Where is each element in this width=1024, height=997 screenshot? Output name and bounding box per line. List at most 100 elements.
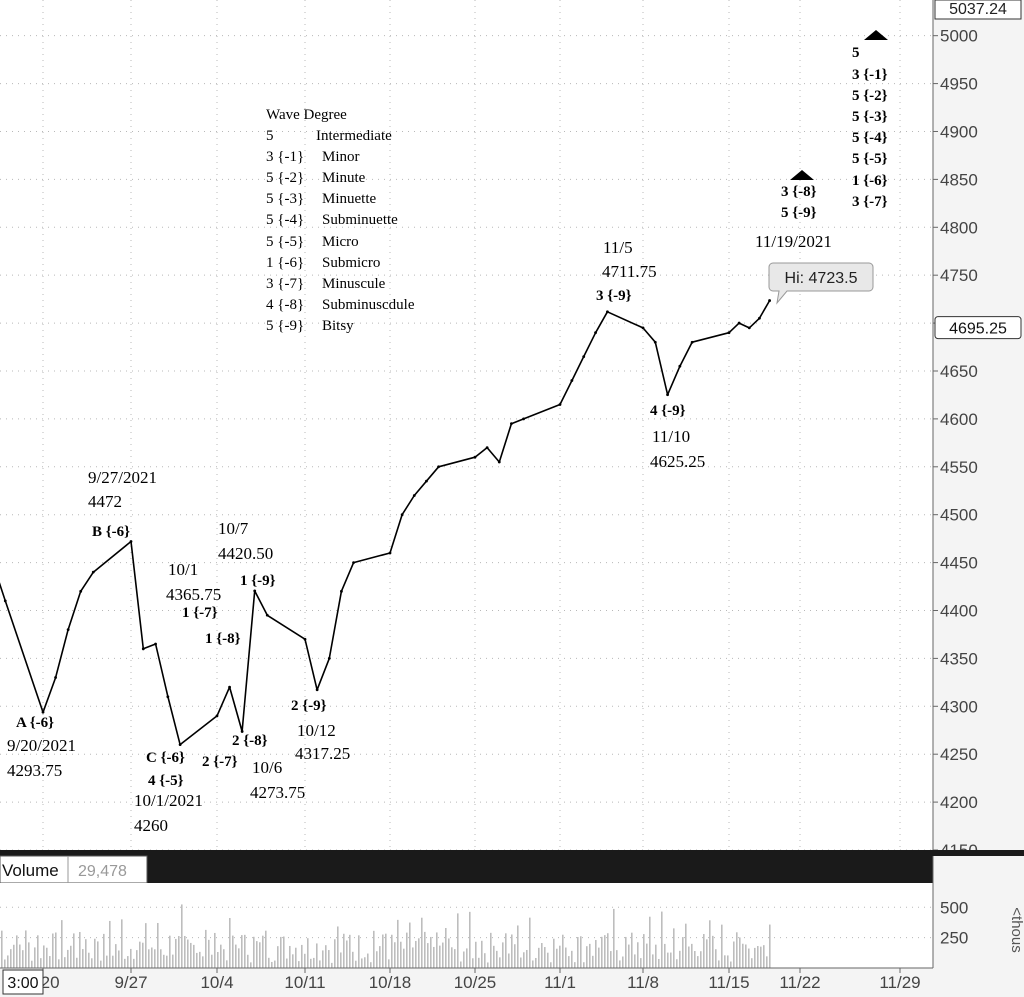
panel-separator: [0, 850, 1024, 856]
volume-bar: [508, 953, 510, 968]
volume-bar: [211, 954, 213, 968]
volume-bar: [568, 956, 570, 968]
volume-bar: [625, 936, 627, 968]
volume-bar: [460, 961, 462, 968]
volume-bar: [631, 932, 633, 968]
volume-bar: [316, 943, 318, 968]
volume-bar: [391, 934, 393, 968]
price-tick-label: 4200: [940, 793, 978, 812]
price-tick-label: 4500: [940, 506, 978, 525]
date-tick-label: 11/29: [879, 973, 920, 992]
volume-bar: [379, 946, 381, 968]
volume-bar: [94, 938, 96, 968]
volume-bar: [667, 952, 669, 968]
volume-bar: [205, 929, 207, 968]
price-point: [129, 540, 133, 543]
annotation: 5 {-9}: [781, 205, 817, 221]
price-point: [678, 364, 682, 368]
volume-bar: [106, 955, 108, 968]
price-point: [582, 355, 586, 359]
volume-bar: [292, 954, 294, 968]
price-point: [425, 479, 428, 483]
volume-bar: [655, 944, 657, 968]
volume-bar: [253, 936, 255, 968]
volume-bar: [100, 960, 102, 968]
volume-bar: [499, 957, 501, 968]
annotation: 11/19/2021: [755, 232, 832, 251]
volume-bar: [67, 949, 69, 968]
price-point: [154, 642, 157, 646]
volume-bar: [334, 939, 336, 968]
volume-bar: [52, 933, 54, 968]
volume-bar: [481, 940, 483, 968]
volume-bar: [670, 952, 672, 968]
price-tick-label: 4450: [940, 554, 978, 573]
volume-bar: [517, 925, 519, 968]
price-point: [315, 688, 319, 692]
volume-bar: [250, 962, 252, 968]
volume-bar: [88, 952, 90, 968]
volume-bar: [454, 949, 456, 968]
volume-bar: [604, 935, 606, 968]
projection-triangle-top: [864, 30, 888, 40]
last-price-tag-text: 4695.25: [949, 321, 1007, 338]
volume-bar: [607, 933, 609, 968]
price-point: [352, 561, 355, 564]
volume-bar: [196, 952, 198, 968]
price-point: [3, 599, 7, 603]
volume-bar: [661, 911, 663, 968]
legend-title: Wave Degree: [266, 107, 347, 123]
price-point: [54, 676, 57, 679]
volume-bar: [382, 934, 384, 968]
price-point: [340, 589, 343, 593]
volume-bar: [160, 949, 162, 968]
annotation: 1 {-9}: [240, 573, 276, 589]
volume-bar: [691, 943, 693, 968]
price-point: [510, 422, 513, 426]
volume-bar: [112, 955, 114, 968]
legend-name: Micro: [322, 234, 359, 250]
date-tick-label: 11/8: [627, 973, 659, 992]
legend-count: 3 {-1}: [266, 149, 304, 165]
volume-bar: [133, 958, 135, 968]
volume-bar: [46, 947, 48, 968]
price-line: [0, 300, 771, 746]
volume-bar: [547, 952, 549, 968]
volume-bar: [718, 960, 720, 968]
price-point: [91, 570, 95, 574]
volume-bar: [199, 951, 201, 968]
annotation: 10/1/2021: [134, 791, 203, 810]
volume-bar: [130, 948, 132, 968]
volume-bar: [397, 919, 399, 968]
volume-bar: [340, 952, 342, 968]
volume-bar: [346, 940, 348, 968]
volume-bar: [403, 948, 405, 968]
price-point: [758, 316, 761, 320]
volume-bar: [640, 958, 642, 968]
volume-bar: [97, 941, 99, 968]
date-tick-label: 10/4: [200, 973, 233, 992]
volume-bar: [613, 908, 615, 968]
volume-bar: [490, 932, 492, 968]
volume-bar: [28, 942, 30, 968]
volume-axis-panel: [933, 856, 1024, 968]
legend-name: Subminuette: [322, 212, 398, 228]
annotation: 9/27/2021: [88, 468, 157, 487]
volume-bar: [520, 957, 522, 968]
price-tick-label: 4550: [940, 458, 978, 477]
annotation: 4625.25: [650, 452, 705, 471]
volume-bar: [406, 932, 408, 968]
time-box-text: 3:00: [7, 975, 38, 992]
volume-bar: [694, 951, 696, 968]
volume-bar: [13, 944, 15, 968]
top-price-tag: 5037.24: [934, 0, 1022, 20]
volume-bar: [325, 945, 327, 968]
price-point: [400, 513, 404, 517]
volume-bar: [676, 959, 678, 968]
date-tick-label: 11/22: [779, 973, 820, 992]
annotation: 4420.50: [218, 544, 273, 563]
volume-bar: [229, 918, 231, 968]
volume-bar: [301, 944, 303, 968]
volume-bar: [610, 951, 612, 968]
